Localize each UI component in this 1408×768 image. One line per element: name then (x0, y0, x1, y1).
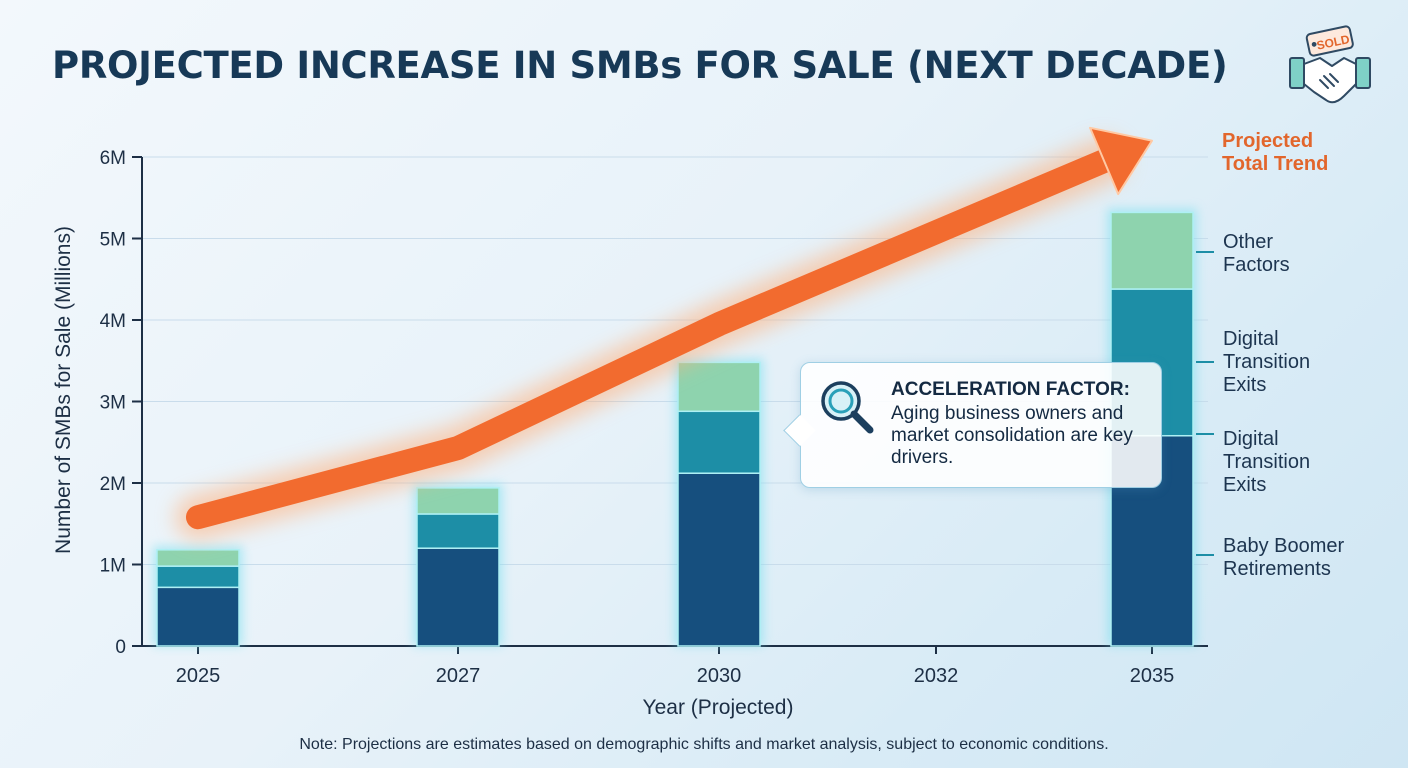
segment-label-line: Exits (1223, 474, 1266, 496)
y-tick-label: 5M (100, 230, 126, 251)
handshake-sold-tag-icon: SOLD (1289, 25, 1371, 104)
trend-label-line: Projected (1222, 130, 1313, 152)
y-tick-label: 0 (115, 637, 126, 658)
trend-arrowhead (1089, 126, 1153, 196)
bar-segment (156, 565, 240, 589)
segment-label: Digital Transition Exits (1223, 428, 1310, 496)
segment-label-line: Digital (1223, 428, 1279, 450)
bar-segment (416, 487, 500, 515)
sold-tag-text: SOLD (1315, 32, 1351, 53)
x-tick-label: 2025 (176, 665, 221, 687)
bar-segment (416, 547, 500, 647)
trend-label: Projected Total Trend (1222, 130, 1328, 175)
x-tick-label: 2027 (436, 665, 481, 687)
segment-label-line: Retirements (1223, 558, 1331, 580)
x-tick-label: 2030 (697, 665, 742, 687)
bar-segment (677, 361, 761, 413)
y-tick-label: 6M (100, 148, 126, 169)
callout-heading: ACCELERATION FACTOR: (891, 379, 1130, 400)
segment-label: Baby Boomer Retirements (1223, 535, 1345, 580)
segment-label-line: Transition (1223, 451, 1310, 473)
footnote: Note: Projections are estimates based on… (299, 736, 1109, 753)
segment-label: Digital Transition Exits (1223, 328, 1310, 396)
bar-segment (1110, 211, 1194, 290)
segment-label: Other Factors (1223, 231, 1290, 276)
callout-body: Aging business owners and market consoli… (891, 403, 1133, 468)
segment-labels: Projected Total Trend Baby Boomer Retiremen… (1196, 130, 1345, 580)
segment-label-line: Digital (1223, 328, 1279, 350)
y-tick-label: 4M (100, 311, 126, 332)
bar-segment (156, 549, 240, 567)
chart-title: PROJECTED INCREASE IN SMBs FOR SALE (NEX… (52, 44, 1228, 87)
segment-label-line: Baby Boomer (1223, 535, 1345, 557)
bar-segment (416, 513, 500, 549)
acceleration-callout: ACCELERATION FACTOR: Aging business owne… (783, 362, 1162, 488)
x-axis-title: Year (Projected) (643, 696, 794, 719)
trend-label-line: Total Trend (1222, 153, 1328, 175)
bar-segment (156, 586, 240, 647)
trend-line (186, 149, 1117, 530)
segment-label-line: Exits (1223, 374, 1266, 396)
segment-label-line: Other (1223, 231, 1273, 253)
x-tick-label: 2032 (914, 665, 959, 687)
bar-segment (677, 410, 761, 474)
y-tick-label: 3M (100, 393, 126, 414)
segment-label-line: Transition (1223, 351, 1310, 373)
y-axis-title: Number of SMBs for Sale (Millions) (52, 226, 75, 554)
bar-segment (677, 472, 761, 647)
x-tick-label: 2035 (1130, 665, 1175, 687)
trend-arrow (175, 126, 1153, 541)
segment-label-line: Factors (1223, 254, 1290, 276)
y-tick-label: 1M (100, 556, 126, 577)
y-tick-label: 2M (100, 474, 126, 495)
magnifying-glass-icon (821, 381, 874, 434)
